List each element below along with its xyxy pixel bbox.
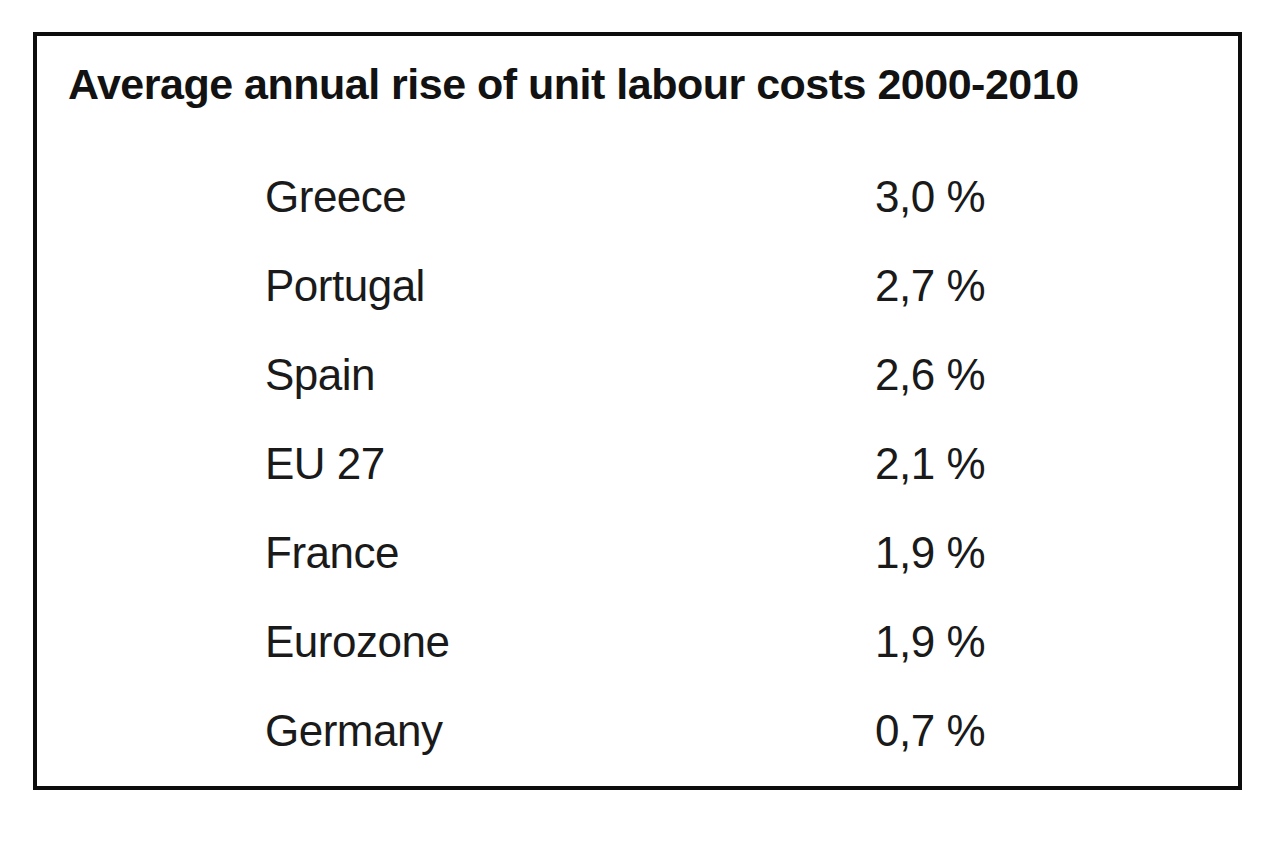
value-label: 1,9 % (875, 528, 1040, 578)
table-row: Eurozone 1,9 % (37, 617, 1238, 706)
table-title: Average annual rise of unit labour costs… (68, 60, 1079, 109)
table-row: France 1,9 % (37, 528, 1238, 617)
value-label: 3,0 % (875, 172, 1040, 222)
table-row: Greece 3,0 % (37, 172, 1238, 261)
country-label: Greece (265, 172, 406, 222)
country-label: Germany (265, 706, 442, 756)
table-row: Germany 0,7 % (37, 706, 1238, 795)
country-label: EU 27 (265, 439, 385, 489)
table-body: Greece 3,0 % Portugal 2,7 % Spain 2,6 % … (37, 172, 1238, 795)
table-frame: Average annual rise of unit labour costs… (33, 32, 1242, 790)
value-label: 1,9 % (875, 617, 1040, 667)
value-label: 2,6 % (875, 350, 1040, 400)
country-label: Eurozone (265, 617, 449, 667)
table-row: Portugal 2,7 % (37, 261, 1238, 350)
value-label: 2,7 % (875, 261, 1040, 311)
country-label: Spain (265, 350, 375, 400)
table-row: EU 27 2,1 % (37, 439, 1238, 528)
value-label: 2,1 % (875, 439, 1040, 489)
country-label: Portugal (265, 261, 425, 311)
value-label: 0,7 % (875, 706, 1040, 756)
country-label: France (265, 528, 399, 578)
table-row: Spain 2,6 % (37, 350, 1238, 439)
